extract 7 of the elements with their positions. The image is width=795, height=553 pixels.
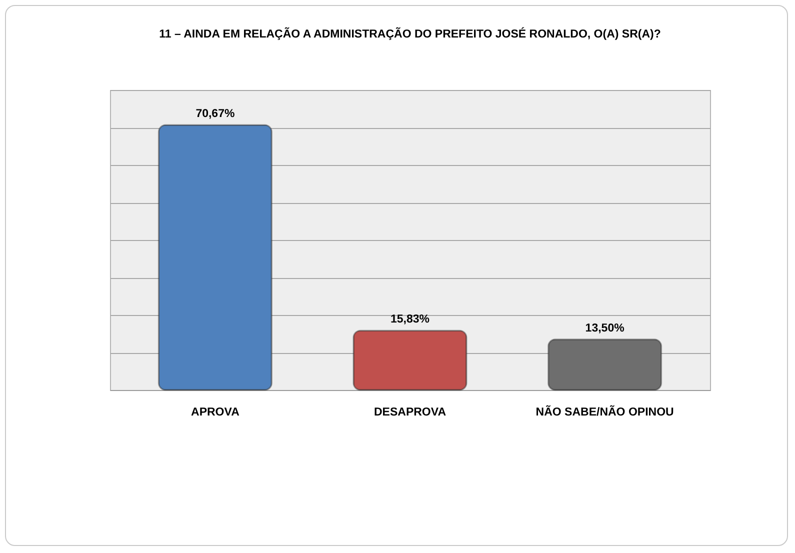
chart-title: 11 – AINDA EM RELAÇÃO A ADMINISTRAÇÃO DO PREFEITO JOSÉ RONALDO, O(A) SR(A)?	[159, 26, 661, 40]
x-tick-label: NÃO SABE/NÃO OPINOU	[536, 404, 674, 418]
data-label: 70,67%	[196, 108, 235, 120]
x-tick-label: APROVA	[191, 406, 240, 418]
x-tick-label: DESAPROVA	[374, 406, 446, 418]
data-label: 15,83%	[390, 314, 430, 326]
data-label: 13,50%	[585, 322, 624, 334]
